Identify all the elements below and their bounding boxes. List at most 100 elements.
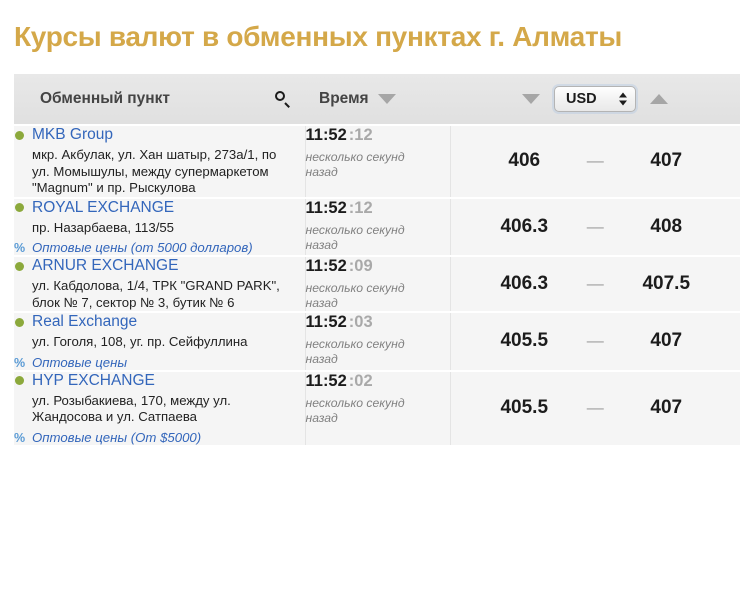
currency-stepper-icon[interactable] bbox=[619, 92, 627, 106]
status-dot-icon bbox=[15, 130, 24, 140]
update-time: 11:52:03 bbox=[306, 313, 450, 332]
status-dot-icon bbox=[15, 317, 24, 327]
time-cell: 11:52:02 несколько секунд назад bbox=[304, 369, 450, 445]
wholesale-link[interactable]: Оптовые цены bbox=[32, 354, 128, 370]
rates-cell: 405.5 — 407 bbox=[449, 369, 740, 445]
rates-cell: 405.5 — 407 bbox=[449, 311, 740, 371]
rates-wrapper: 406.3 — 407.5 bbox=[451, 273, 740, 295]
sell-rate: 408 bbox=[650, 215, 683, 237]
office-name-link[interactable]: ARNUR EXCHANGE bbox=[32, 257, 179, 274]
time-ago-label: несколько секунд назад bbox=[305, 395, 405, 425]
office-name-link[interactable]: MKB Group bbox=[32, 126, 113, 143]
office-address: ул. Гоголя, 108, уг. пр. Сейфуллина bbox=[32, 334, 248, 349]
update-time: 11:52:12 bbox=[306, 199, 450, 218]
office-header: ROYAL EXCHANGE bbox=[14, 199, 305, 217]
time-cell: 11:52:09 несколько секунд назад bbox=[304, 255, 450, 312]
rates-wrapper: 406 — 407 bbox=[451, 150, 740, 172]
table-body: MKB Group мкр. Акбулак, ул. Хан шатыр, 27… bbox=[14, 124, 740, 445]
office-address: мкр. Акбулак, ул. Хан шатыр, 273а/1, по … bbox=[32, 147, 277, 195]
column-header-office-label: Обменный пункт bbox=[40, 90, 171, 107]
currency-select[interactable]: USD bbox=[554, 86, 636, 112]
office-header: HYP EXCHANGE bbox=[14, 372, 305, 390]
wholesale-note: % Оптовые цены bbox=[14, 355, 305, 370]
status-dot-icon bbox=[15, 203, 24, 212]
rate-separator: — bbox=[586, 151, 604, 171]
office-cell: ROYAL EXCHANGE пр. Назарбаева, 113/55% Опт… bbox=[14, 196, 305, 256]
rate-separator: — bbox=[586, 398, 604, 417]
wholesale-note: % Оптовые цены (От $5000) bbox=[14, 430, 305, 445]
column-header-time[interactable]: Время bbox=[305, 74, 450, 125]
time-sort-chevron-down-icon[interactable] bbox=[377, 94, 396, 104]
office-header: MKB Group bbox=[14, 126, 305, 144]
update-time-hhmm: 11:52 bbox=[305, 371, 347, 390]
update-time-seconds: :09 bbox=[348, 257, 373, 275]
time-cell: 11:52:03 несколько секунд назад bbox=[304, 311, 450, 371]
rate-separator: — bbox=[586, 331, 604, 351]
buy-rate: 406.3 bbox=[500, 215, 549, 237]
update-time: 11:52:09 bbox=[306, 257, 450, 276]
time-ago-label: несколько секунд назад bbox=[305, 150, 405, 179]
office-cell: Real Exchange ул. Гоголя, 108, уг. пр. Се… bbox=[14, 311, 305, 371]
time-ago-label: несколько секунд назад bbox=[305, 222, 405, 252]
update-time-hhmm: 11:52 bbox=[305, 198, 347, 217]
percent-icon: % bbox=[14, 355, 26, 370]
update-time-seconds: :12 bbox=[348, 126, 373, 144]
status-dot-icon bbox=[15, 376, 24, 385]
percent-icon: % bbox=[14, 430, 26, 445]
rates-cell: 406.3 — 408 bbox=[449, 196, 740, 256]
page-title: Курсы валют в обменных пунктах г. Алматы bbox=[14, 20, 622, 52]
update-time-seconds: :02 bbox=[348, 371, 373, 390]
sell-rate: 407.5 bbox=[642, 273, 691, 294]
update-time-hhmm: 11:52 bbox=[305, 126, 347, 144]
buy-rate: 406.3 bbox=[500, 273, 549, 294]
table-header: Обменный пункт Время USD bbox=[14, 74, 740, 125]
rates-cell: 406 — 407 bbox=[449, 124, 740, 198]
table-row: MKB Group мкр. Акбулак, ул. Хан шатыр, 27… bbox=[14, 124, 740, 198]
update-time-seconds: :03 bbox=[348, 313, 373, 331]
table-row: ROYAL EXCHANGE пр. Назарбаева, 113/55% Опт… bbox=[14, 196, 740, 256]
office-header: ARNUR EXCHANGE bbox=[14, 257, 305, 275]
status-dot-icon bbox=[15, 261, 24, 271]
table-row: Real Exchange ул. Гоголя, 108, уг. пр. Се… bbox=[14, 311, 740, 371]
office-cell: ARNUR EXCHANGE ул. Кабдолова, 1/4, ТРК "G… bbox=[14, 255, 305, 312]
table-row: ARNUR EXCHANGE ул. Кабдолова, 1/4, ТРК "G… bbox=[14, 255, 740, 312]
time-ago-label: несколько секунд назад bbox=[305, 337, 405, 366]
sell-rate: 407 bbox=[650, 397, 683, 418]
update-time: 11:52:12 bbox=[306, 126, 450, 145]
office-cell: HYP EXCHANGE ул. Розыбакиева, 170, между … bbox=[14, 369, 305, 445]
exchange-rates-table: Обменный пункт Время USD bbox=[14, 74, 740, 445]
update-time-hhmm: 11:52 bbox=[305, 257, 347, 275]
rate-separator: — bbox=[586, 216, 604, 236]
buy-rate: 405.5 bbox=[500, 330, 549, 352]
wholesale-link[interactable]: Оптовые цены (От $5000) bbox=[32, 429, 202, 445]
column-header-time-label: Время bbox=[319, 90, 369, 107]
time-cell: 11:52:12 несколько секунд назад bbox=[304, 196, 450, 256]
office-cell: MKB Group мкр. Акбулак, ул. Хан шатыр, 27… bbox=[14, 124, 305, 198]
buy-sort-chevron-down-icon[interactable] bbox=[522, 94, 540, 104]
table-row: HYP EXCHANGE ул. Розыбакиева, 170, между … bbox=[14, 369, 740, 445]
search-icon[interactable] bbox=[275, 91, 291, 107]
office-name-link[interactable]: ROYAL EXCHANGE bbox=[32, 198, 175, 216]
office-address: пр. Назарбаева, 113/55 bbox=[32, 219, 175, 235]
sell-sort-chevron-up-icon[interactable] bbox=[650, 94, 668, 104]
time-cell: 11:52:12 несколько секунд назад bbox=[304, 124, 450, 198]
buy-rate: 406 bbox=[508, 150, 541, 172]
update-time: 11:52:02 bbox=[306, 372, 450, 391]
update-time-seconds: :12 bbox=[348, 198, 373, 217]
rates-wrapper: 405.5 — 407 bbox=[451, 330, 740, 352]
rate-separator: — bbox=[586, 274, 604, 293]
percent-icon: % bbox=[14, 241, 26, 255]
buy-rate: 405.5 bbox=[500, 397, 549, 418]
rates-cell: 406.3 — 407.5 bbox=[449, 255, 740, 312]
wholesale-note: % Оптовые цены (от 5000 долларов) bbox=[14, 240, 305, 255]
office-name-link[interactable]: Real Exchange bbox=[32, 313, 138, 330]
rates-wrapper: 405.5 — 407 bbox=[451, 397, 740, 419]
column-header-office[interactable]: Обменный пункт bbox=[14, 74, 305, 125]
office-name-link[interactable]: HYP EXCHANGE bbox=[32, 371, 155, 389]
wholesale-link[interactable]: Оптовые цены (от 5000 долларов) bbox=[32, 240, 253, 255]
rates-wrapper: 406.3 — 408 bbox=[451, 216, 740, 238]
office-address: ул. Розыбакиева, 170, между ул. Жандосов… bbox=[32, 392, 231, 425]
office-address: ул. Кабдолова, 1/4, ТРК "GRAND PARK", бл… bbox=[32, 278, 280, 310]
currency-select-value: USD bbox=[566, 91, 597, 107]
